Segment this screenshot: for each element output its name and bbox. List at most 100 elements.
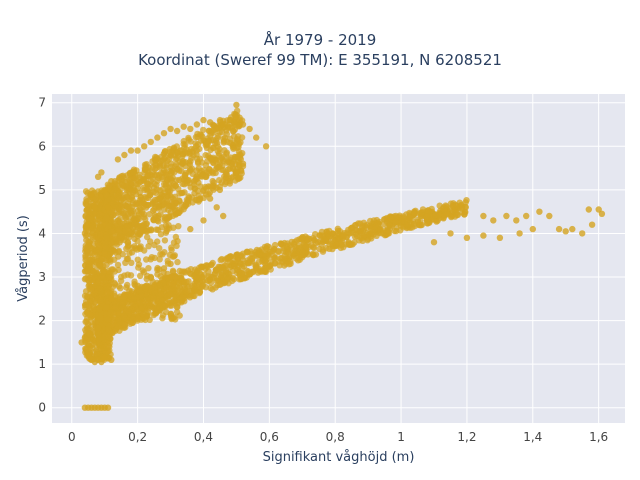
cloud-point — [89, 233, 96, 241]
cloud-point — [165, 188, 172, 195]
data-point — [98, 358, 105, 366]
cloud-point — [345, 226, 352, 234]
data-point — [206, 195, 214, 202]
cloud-point — [299, 249, 307, 256]
cloud-point — [103, 344, 110, 351]
cloud-point — [222, 267, 230, 274]
cloud-point — [206, 166, 213, 173]
data-point — [85, 221, 92, 228]
cloud-point — [373, 220, 380, 227]
data-point — [114, 156, 122, 163]
cloud-point — [271, 253, 278, 261]
cloud-point — [85, 238, 92, 245]
y-tick-label: 6 — [38, 139, 46, 153]
cloud-point — [91, 251, 98, 258]
cloud-point — [113, 241, 121, 248]
cloud-point — [184, 267, 192, 274]
cloud-point — [144, 172, 151, 179]
cloud-point — [96, 211, 103, 218]
cloud-point — [103, 304, 110, 311]
x-tick-label: 0 — [68, 430, 76, 444]
data-point — [167, 260, 174, 268]
cloud-point — [330, 236, 337, 243]
data-point — [101, 354, 108, 361]
cloud-point — [97, 231, 104, 239]
cloud-point — [223, 130, 230, 138]
cloud-point — [407, 214, 414, 221]
data-point — [180, 123, 187, 130]
cloud-point — [85, 302, 92, 309]
cloud-point — [128, 194, 135, 201]
data-point — [206, 119, 214, 126]
cloud-point — [227, 154, 234, 161]
cloud-point — [173, 177, 180, 184]
cloud-point — [210, 144, 217, 151]
cloud-point — [119, 251, 127, 258]
data-point — [94, 173, 102, 180]
cloud-point — [232, 177, 239, 184]
cloud-point — [132, 245, 139, 252]
cloud-point — [143, 256, 150, 263]
cloud-point — [379, 221, 386, 228]
cloud-point — [174, 149, 181, 156]
cloud-point — [186, 294, 194, 301]
cloud-point — [124, 200, 132, 207]
cloud-point — [168, 163, 175, 170]
cloud-point — [146, 301, 153, 309]
data-point — [213, 204, 220, 211]
cloud-point — [162, 180, 170, 187]
cloud-point — [367, 225, 375, 232]
cloud-point — [180, 137, 187, 145]
cloud-point — [181, 181, 188, 188]
cloud-point — [84, 252, 92, 259]
cloud-point — [181, 278, 188, 285]
cloud-point — [212, 169, 219, 177]
cloud-point — [133, 199, 140, 207]
cloud-point — [111, 256, 118, 263]
data-point — [91, 204, 99, 211]
cloud-point — [183, 288, 190, 295]
cloud-point — [110, 311, 117, 319]
cloud-point — [216, 150, 223, 157]
cloud-point — [432, 212, 439, 219]
cloud-point — [131, 212, 139, 219]
x-tick-label: 1,2 — [457, 430, 476, 444]
data-point — [262, 143, 270, 150]
cloud-point — [141, 166, 149, 174]
data-point — [154, 134, 161, 141]
data-point — [173, 127, 181, 135]
cloud-point — [216, 177, 223, 184]
cloud-point — [161, 237, 169, 244]
cloud-point — [83, 324, 91, 331]
cloud-point — [191, 185, 198, 192]
cloud-point — [384, 227, 391, 234]
cloud-point — [147, 238, 154, 245]
cloud-point — [152, 157, 159, 165]
cloud-point — [330, 231, 337, 238]
cloud-point — [172, 182, 179, 189]
cloud-point — [86, 278, 93, 285]
data-point — [253, 134, 260, 141]
cloud-point — [159, 276, 166, 283]
cloud-point — [423, 213, 431, 220]
x-tick-label: 0,4 — [194, 430, 213, 444]
cloud-point — [108, 228, 115, 235]
cloud-point — [181, 189, 188, 196]
cloud-point — [240, 262, 248, 270]
data-point — [463, 234, 471, 241]
x-tick-label: 0,2 — [128, 430, 147, 444]
data-point — [503, 212, 510, 220]
cloud-point — [130, 169, 137, 176]
cloud-point — [318, 232, 326, 239]
cloud-point — [373, 232, 380, 239]
cloud-point — [224, 275, 231, 282]
cloud-point — [188, 194, 196, 201]
cloud-point — [105, 333, 112, 341]
cloud-point — [173, 303, 181, 311]
cloud-point — [340, 232, 347, 240]
cloud-point — [151, 254, 158, 262]
cloud-point — [115, 316, 122, 323]
cloud-point — [329, 245, 336, 253]
cloud-point — [103, 191, 110, 199]
